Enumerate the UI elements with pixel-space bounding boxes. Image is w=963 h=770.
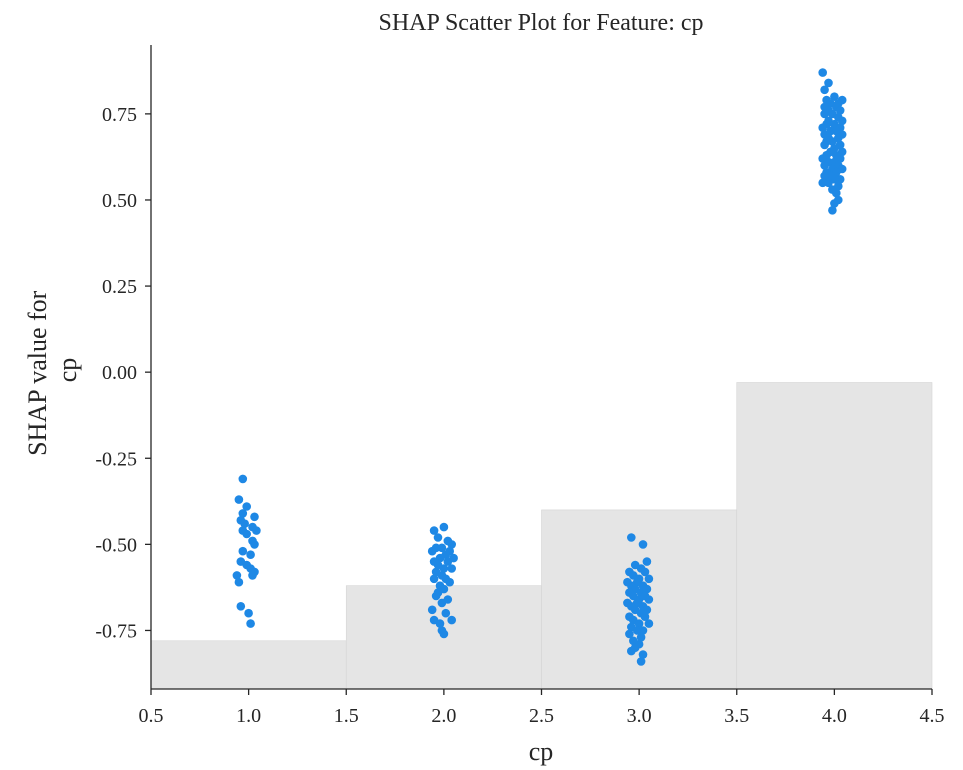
scatter-point: [644, 619, 654, 628]
scatter-point: [640, 567, 650, 577]
scatter-point: [627, 646, 636, 656]
scatter-point: [820, 85, 829, 95]
scatter-point: [820, 161, 829, 170]
scatter-points: [232, 68, 847, 666]
y-tick-label: 0.50: [102, 190, 137, 212]
scatter-point: [244, 608, 253, 618]
scatter-point: [437, 543, 447, 553]
scatter-point: [627, 533, 636, 542]
scatter-point: [837, 116, 847, 126]
scatter-point: [625, 629, 634, 639]
scatter-point: [447, 564, 457, 573]
y-tick-label: 0.00: [102, 362, 137, 384]
y-axis-label-line-1: SHAP value for: [23, 290, 52, 455]
scatter-point: [242, 502, 251, 511]
x-tick-label: 3.0: [627, 705, 652, 727]
y-tick-label: 0.75: [102, 104, 137, 126]
scatter-point: [435, 619, 445, 628]
x-tick-label: 4.0: [822, 705, 847, 727]
scatter-point: [447, 615, 457, 625]
y-axis-label: SHAP value for cp: [23, 284, 82, 456]
scatter-point: [638, 626, 648, 635]
scatter-point: [242, 529, 251, 539]
x-axis-label: cp: [529, 737, 554, 766]
scatter-point: [439, 522, 449, 532]
scatter-point: [252, 526, 261, 535]
scatter-point: [644, 595, 654, 604]
scatter-point: [250, 540, 259, 549]
scatter-point: [429, 526, 439, 535]
scatter-point: [832, 188, 841, 198]
scatter-point: [437, 598, 447, 608]
y-tick-label: 0.25: [102, 276, 137, 298]
scatter-point: [427, 546, 437, 556]
y-tick-label: -0.75: [95, 620, 137, 642]
scatter-point: [638, 540, 648, 549]
scatter-point: [429, 574, 439, 584]
scatter-point: [439, 564, 449, 573]
y-tick-label: -0.50: [95, 534, 137, 556]
scatter-point: [234, 577, 244, 587]
scatter-point: [238, 509, 248, 518]
scatter-point: [835, 106, 845, 115]
scatter-point: [441, 608, 451, 618]
x-tick-label: 1.0: [236, 705, 261, 727]
scatter-point: [240, 519, 249, 528]
scatter-point: [238, 546, 248, 556]
y-axis-ticks: 0.75 0.50 0.25 0.00 -0.25 -0.50 -0.75: [95, 104, 151, 642]
scatter-point: [238, 474, 248, 484]
x-tick-label: 0.5: [139, 705, 164, 727]
scatter-point: [250, 512, 259, 522]
scatter-point: [830, 199, 839, 208]
scatter-point: [636, 633, 646, 642]
x-tick-label: 2.5: [529, 705, 554, 727]
scatter-point: [820, 140, 829, 150]
scatter-point: [445, 577, 455, 587]
scatter-point: [824, 78, 833, 88]
scatter-point: [439, 629, 449, 639]
scatter-point: [820, 171, 829, 181]
scatter-point: [830, 92, 839, 101]
scatter-point: [644, 574, 654, 584]
scatter-point: [246, 550, 255, 559]
axes: 0.5 1.0 1.5 2.0 2.5 3.0 3.5 4.0 4.5 0.75 0.50 0.25…: [95, 45, 945, 727]
histogram-bar: [736, 382, 933, 690]
scatter-point: [640, 612, 650, 621]
x-axis-ticks: 0.5 1.0 1.5 2.0 2.5 3.0 3.5 4.0 4.5: [139, 689, 945, 727]
x-tick-label: 4.5: [920, 705, 945, 727]
scatter-point: [818, 178, 827, 188]
scatter-point: [248, 571, 257, 580]
scatter-point: [828, 137, 837, 146]
scatter-point: [828, 206, 837, 215]
scatter-point: [638, 650, 648, 659]
y-tick-label: -0.25: [95, 448, 137, 470]
scatter-point: [234, 495, 244, 504]
scatter-point: [236, 602, 246, 611]
scatter-point: [246, 619, 255, 628]
scatter-point: [431, 591, 441, 601]
scatter-point: [818, 123, 827, 132]
background-histogram: [150, 382, 933, 690]
y-axis-label-line-2: cp: [53, 358, 82, 383]
x-tick-label: 1.5: [334, 705, 359, 727]
scatter-point: [447, 540, 457, 549]
scatter-point: [634, 619, 644, 628]
scatter-point: [427, 605, 437, 615]
scatter-point: [636, 657, 646, 666]
scatter-point: [443, 557, 453, 566]
scatter-point: [642, 557, 652, 566]
x-tick-label: 3.5: [724, 705, 749, 727]
scatter-point: [820, 109, 829, 119]
histogram-bar: [150, 640, 347, 690]
scatter-point: [818, 68, 827, 77]
scatter-point: [433, 533, 443, 542]
x-tick-label: 2.0: [431, 705, 456, 727]
chart-title: SHAP Scatter Plot for Feature: cp: [378, 10, 703, 36]
scatter-point: [232, 571, 242, 580]
